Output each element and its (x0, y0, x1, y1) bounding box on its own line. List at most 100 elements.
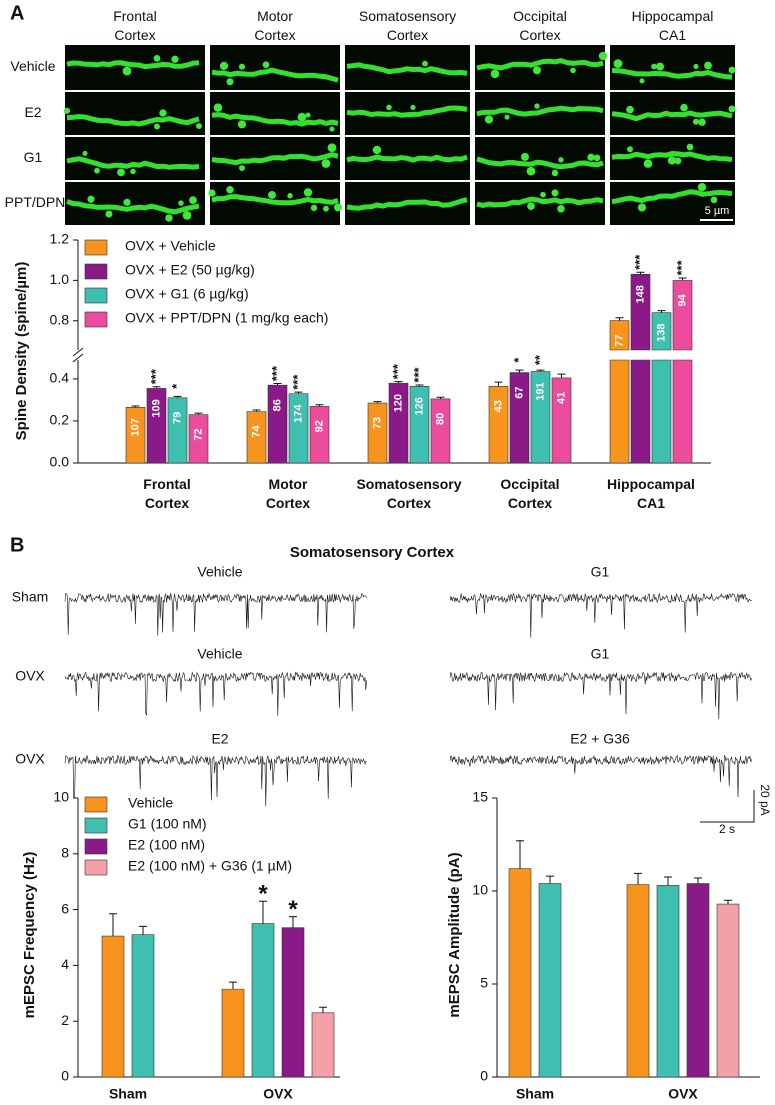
n-label: 138 (655, 323, 667, 341)
error-bar (546, 875, 554, 884)
bar (309, 405, 330, 464)
error-bar (273, 383, 282, 386)
spine (196, 123, 202, 130)
axis-break (72, 347, 84, 363)
spine (268, 190, 276, 199)
bar (288, 393, 309, 464)
spine (626, 105, 634, 114)
spine (213, 103, 223, 112)
spine (698, 118, 706, 126)
spine (593, 154, 601, 162)
error-bar (173, 395, 182, 398)
legend-swatch (84, 796, 108, 813)
n-label: 77 (613, 335, 625, 347)
spine (94, 167, 100, 174)
y-tick-label: 0 (61, 1068, 69, 1084)
bar (125, 406, 146, 464)
spine (63, 107, 71, 114)
n-label: 120 (392, 394, 404, 412)
spine (710, 196, 718, 204)
y-tick-label: 5 (480, 975, 488, 991)
y-tick-label: 15 (472, 789, 488, 805)
spine (178, 200, 184, 206)
trace-label: E2 (211, 731, 228, 747)
trace (64, 592, 367, 636)
legend-label: Vehicle (128, 795, 173, 811)
error-bar (394, 381, 403, 384)
dendrite (611, 189, 733, 205)
error-bar (557, 373, 566, 378)
x-tick-label: Occipital Cortex (500, 476, 559, 511)
bar (188, 414, 209, 464)
y-tick-label: 10 (53, 789, 69, 805)
y-tick-label: 2 (61, 1012, 69, 1028)
bar (530, 371, 551, 464)
column-header: Somatosensory Cortex (359, 8, 456, 43)
significance: * (288, 896, 298, 923)
dendrite (346, 105, 468, 118)
spine (87, 195, 95, 203)
spine (208, 189, 216, 197)
legend-label: G1 (100 nM) (128, 816, 207, 832)
spine (674, 157, 682, 165)
legend-label: OVX + G1 (6 µg/kg) (125, 286, 249, 302)
trace (449, 592, 752, 638)
significance: *** (390, 363, 405, 379)
spine (557, 205, 565, 213)
spine (82, 150, 88, 156)
spine (680, 103, 688, 112)
error-bar (664, 876, 672, 886)
bar (630, 274, 651, 464)
legend-label: OVX + E2 (50 µg/kg) (125, 262, 255, 278)
n-label: 191 (534, 382, 546, 400)
spine (693, 63, 699, 69)
dendrite (611, 68, 733, 80)
bar (509, 372, 530, 464)
error-bar (319, 1006, 327, 1013)
x-tick-label: Hippocampal CA1 (607, 476, 695, 511)
error-bar (229, 981, 237, 990)
panel-label: B (10, 534, 24, 556)
trace-group: OVX (15, 668, 45, 684)
spine (305, 112, 311, 118)
spine (226, 78, 234, 86)
n-label: 41 (555, 392, 567, 404)
y-tick-label: 0.4 (50, 370, 70, 386)
spine (504, 114, 510, 120)
error-bar (615, 317, 624, 321)
scale-label: 5 µm (705, 205, 730, 217)
spine (627, 146, 633, 153)
significance: *** (148, 368, 163, 384)
significance: * (511, 357, 526, 363)
x-tick-label: OVX (263, 1086, 293, 1102)
scale-label: 2 s (719, 822, 735, 836)
n-label: 80 (434, 413, 446, 425)
dendrite (611, 110, 733, 122)
bar (167, 397, 188, 464)
bar (430, 398, 451, 464)
dendrite (611, 151, 733, 163)
micrograph (610, 45, 735, 90)
scale-label: 20 pA (758, 784, 772, 815)
error-bar (724, 899, 732, 905)
spine (297, 112, 307, 122)
n-label: 67 (513, 386, 525, 398)
error-bar (139, 925, 147, 935)
dendrite (476, 58, 604, 71)
spine (728, 105, 736, 113)
y-tick-label: 0.2 (50, 412, 70, 428)
legend-label: E2 (100 nM) (128, 837, 205, 853)
column-header: Occipital Cortex (513, 8, 567, 43)
n-label: 94 (676, 293, 688, 306)
x-tick-label: Sham (516, 1086, 554, 1102)
micrograph (65, 92, 205, 135)
legend-swatch (84, 311, 108, 328)
y-tick-label: 1.0 (50, 271, 70, 287)
column-header: Motor Cortex (254, 8, 295, 43)
spine (520, 152, 530, 161)
x-tick-label: Frontal Cortex (143, 476, 190, 511)
micrograph (610, 182, 735, 225)
error-bar (657, 310, 666, 313)
error-bar (252, 409, 261, 412)
legend-swatch (84, 838, 108, 855)
